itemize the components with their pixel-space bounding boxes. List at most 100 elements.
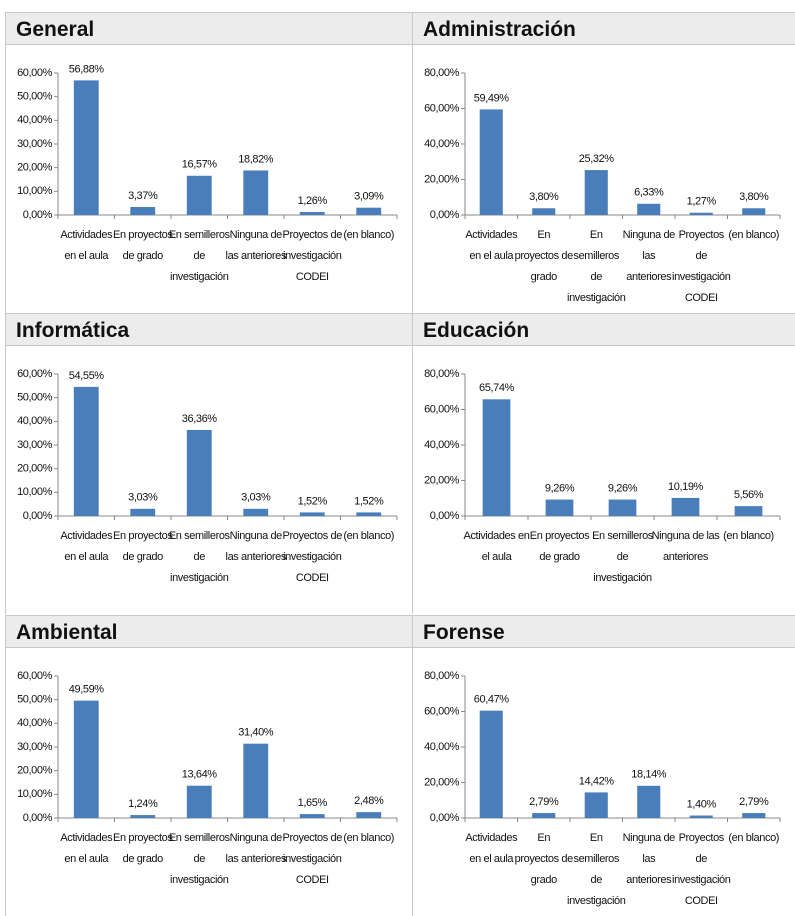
bar — [532, 813, 556, 818]
x-tick-label: En semilleros de investigación — [168, 832, 230, 886]
x-tick-label: En semilleros de investigación — [168, 530, 230, 584]
x-tick-label: (en blanco) — [728, 229, 780, 241]
value-label: 3,09% — [354, 191, 384, 203]
bar — [584, 792, 608, 818]
chart-title: General — [6, 12, 412, 45]
y-tick-label: 60,00% — [424, 705, 460, 717]
chart-body: 0,00% 20,00% 40,00% 60,00% 80,00% 65,74% 9,26%… — [413, 346, 795, 614]
chart-title: Ambiental — [6, 615, 412, 648]
value-label: 2,79% — [529, 796, 559, 808]
chart-body: 0,00% 10,00% 20,00% 30,00% 40,00% 50,00% 60,00… — [6, 45, 412, 313]
value-label: 54,55% — [69, 370, 105, 382]
chart-panel: General 0,00% 10,00% 20,00% 30,00% 40,00% 50,0… — [5, 12, 412, 313]
value-label: 18,82% — [238, 153, 274, 165]
x-tick-label: En semilleros de investigación — [567, 229, 626, 304]
y-tick-label: 50,00% — [17, 392, 53, 404]
chart-panel: Educación 0,00% 20,00% 40,00% 60,00% 80,00% 65… — [412, 313, 795, 614]
chart-body: 0,00% 20,00% 40,00% 60,00% 80,00% 60,47% 2,79%… — [413, 648, 795, 916]
value-label: 1,27% — [687, 196, 717, 208]
bar — [637, 785, 661, 818]
value-label: 9,26% — [608, 482, 638, 494]
value-label: 56,88% — [69, 63, 105, 75]
bar — [73, 700, 99, 818]
chart: 0,00% 20,00% 40,00% 60,00% 80,00% 60,47% 2,79%… — [424, 670, 781, 824]
x-tick-label: En semilleros de investigación — [567, 832, 626, 907]
chart-body: 0,00% 10,00% 20,00% 30,00% 40,00% 50,00% 60,00… — [6, 346, 412, 614]
y-tick-label: 10,00% — [17, 788, 53, 800]
bar — [689, 212, 713, 215]
value-label: 13,64% — [182, 769, 218, 781]
x-tick-label: En proyectos de grado — [529, 530, 590, 563]
y-tick-label: 40,00% — [17, 114, 53, 126]
y-tick-label: 40,00% — [424, 138, 460, 150]
bar — [243, 170, 269, 215]
y-tick-label: 60,00% — [17, 670, 53, 682]
x-tick-label: Actividades en el aula — [60, 530, 113, 563]
bar — [130, 815, 156, 818]
value-label: 3,37% — [128, 190, 158, 202]
x-tick-label: Actividades en el aula — [465, 832, 518, 865]
y-tick-label: 20,00% — [17, 162, 53, 174]
bar — [532, 208, 556, 215]
value-label: 1,52% — [354, 495, 384, 507]
value-label: 1,52% — [298, 495, 328, 507]
x-tick-label: Ninguna de las anteriores — [225, 530, 287, 563]
x-tick-label: En proyectos de grado — [514, 832, 574, 886]
value-label: 3,80% — [529, 191, 559, 203]
y-tick-label: 60,00% — [424, 403, 460, 415]
y-tick-label: 40,00% — [424, 741, 460, 753]
value-label: 65,74% — [479, 382, 515, 394]
bar — [742, 208, 766, 215]
x-tick-label: Ninguna de las anteriores — [651, 530, 720, 563]
value-label: 18,14% — [631, 769, 667, 781]
y-tick-label: 0,00% — [430, 812, 460, 824]
value-label: 10,19% — [668, 481, 704, 493]
bar — [186, 785, 212, 818]
y-tick-label: 40,00% — [17, 717, 53, 729]
y-tick-label: 40,00% — [424, 439, 460, 451]
y-tick-label: 20,00% — [424, 173, 460, 185]
bar — [356, 512, 382, 516]
value-label: 36,36% — [182, 413, 218, 425]
x-tick-label: Proyectos de investigación CODEI — [282, 530, 343, 584]
x-tick-label: Proyectos de investigación CODEI — [282, 832, 343, 886]
x-tick-label: En proyectos de grado — [113, 832, 173, 865]
bar — [608, 499, 637, 516]
chart-panel: Ambiental 0,00% 10,00% 20,00% 30,00% 40,00% 50… — [5, 615, 412, 916]
value-label: 5,56% — [734, 489, 764, 501]
bar — [482, 399, 511, 516]
bar — [742, 813, 766, 818]
bar — [299, 212, 325, 215]
y-tick-label: 0,00% — [23, 812, 53, 824]
x-tick-label: Proyectos de investigación CODEI — [282, 229, 343, 283]
y-tick-label: 30,00% — [17, 138, 53, 150]
chart-title: Forense — [413, 615, 795, 648]
y-tick-label: 0,00% — [430, 510, 460, 522]
x-tick-label: Actividades en el aula — [60, 229, 113, 262]
bar — [73, 386, 99, 516]
bar — [130, 508, 156, 516]
chart-title: Educación — [413, 313, 795, 346]
bar — [130, 207, 156, 215]
x-tick-label: En proyectos de grado — [113, 229, 173, 262]
bar — [299, 814, 325, 818]
bar — [637, 203, 661, 215]
bar — [186, 175, 212, 215]
value-label: 2,79% — [739, 796, 769, 808]
chart-body: 0,00% 20,00% 40,00% 60,00% 80,00% 59,49% 3,80%… — [413, 45, 795, 313]
x-tick-label: (en blanco) — [728, 832, 780, 844]
bar — [243, 508, 269, 516]
value-label: 3,03% — [241, 492, 271, 504]
value-label: 16,57% — [182, 159, 218, 171]
y-tick-label: 50,00% — [17, 91, 53, 103]
value-label: 3,80% — [739, 191, 769, 203]
value-label: 6,33% — [634, 187, 664, 199]
bar — [734, 506, 763, 516]
y-tick-label: 0,00% — [430, 209, 460, 221]
x-tick-label: Actividades en el aula — [60, 832, 113, 865]
value-label: 9,26% — [545, 482, 575, 494]
y-tick-label: 20,00% — [17, 765, 53, 777]
bar — [356, 207, 382, 215]
value-label: 14,42% — [579, 775, 615, 787]
y-tick-label: 10,00% — [17, 486, 53, 498]
